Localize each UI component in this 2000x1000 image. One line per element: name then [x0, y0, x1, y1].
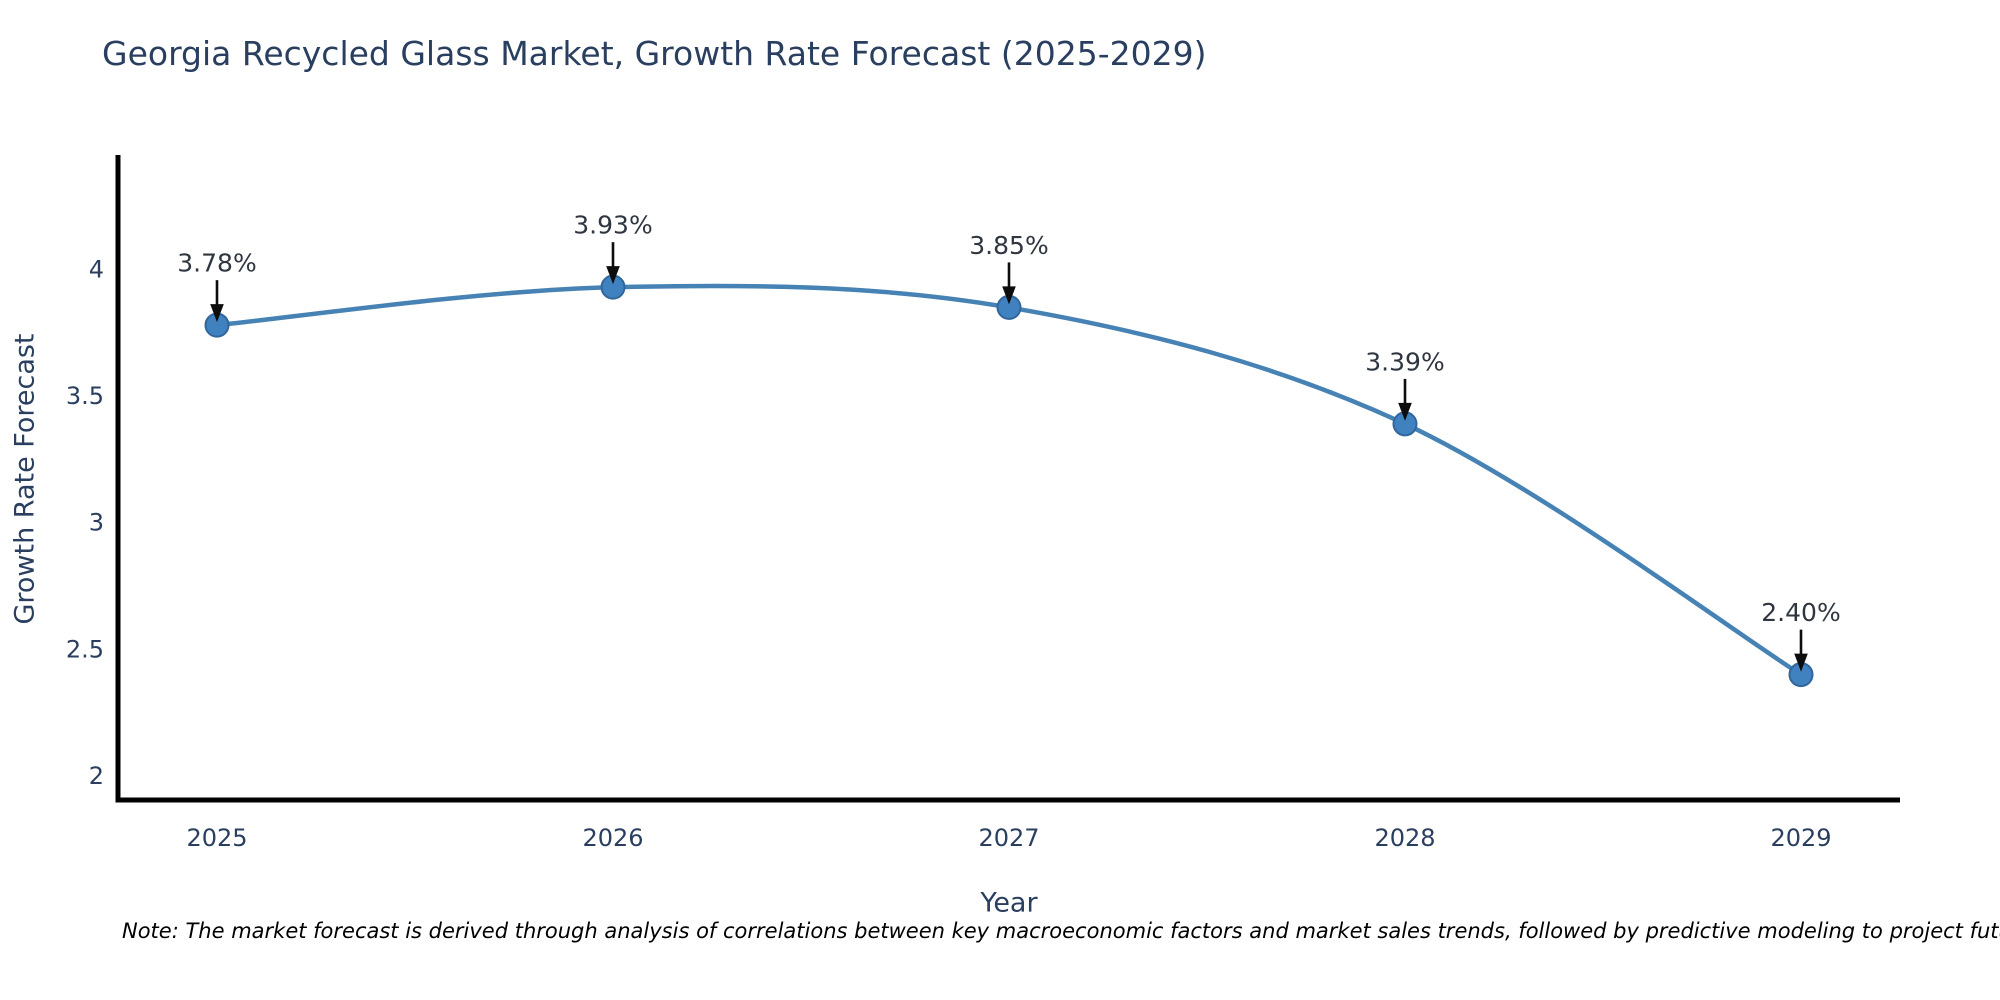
x-tick-label: 2029: [1770, 824, 1831, 852]
y-tick-label: 2.5: [66, 635, 104, 663]
x-tick-label: 2026: [582, 824, 643, 852]
forecast-line: [214, 283, 1804, 677]
annotation-arrow-head: [1002, 286, 1016, 305]
y-tick-label: 4: [89, 255, 104, 283]
data-point-label: 3.78%: [177, 249, 256, 278]
x-tick-label: 2025: [186, 824, 247, 852]
annotation-arrow-head: [606, 266, 620, 285]
x-axis-title: Year: [980, 887, 1038, 919]
annotation-arrow-head: [210, 304, 224, 323]
y-tick-label: 3.5: [66, 382, 104, 410]
data-point-label: 3.39%: [1365, 347, 1444, 376]
x-tick-label: 2028: [1374, 824, 1435, 852]
y-axis-title: Growth Rate Forecast: [9, 333, 41, 625]
annotation-arrow-head: [1794, 653, 1808, 672]
footnote: Note: The market forecast is derived thr…: [122, 919, 2000, 943]
data-point-label: 2.40%: [1761, 598, 1840, 627]
annotation-arrow-head: [1398, 402, 1412, 421]
data-point-label: 3.85%: [969, 231, 1048, 260]
data-point-label: 3.93%: [573, 211, 652, 240]
y-tick-label: 2: [89, 762, 104, 790]
chart-title: Georgia Recycled Glass Market, Growth Ra…: [102, 34, 1207, 73]
x-tick-label: 2027: [978, 824, 1039, 852]
y-tick-label: 3: [89, 509, 104, 537]
